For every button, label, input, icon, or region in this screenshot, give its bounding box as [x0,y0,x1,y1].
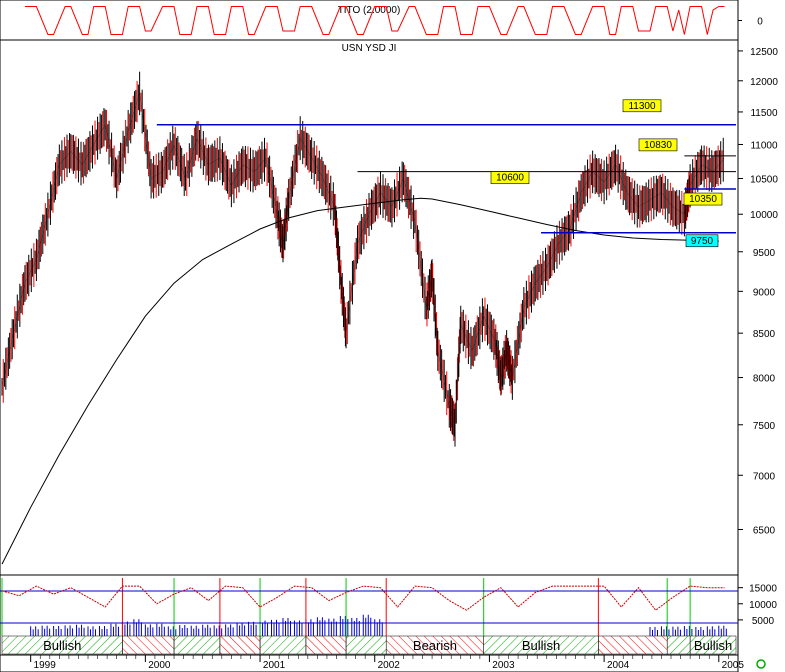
reference-label-box [683,192,723,206]
price-y-tick-label: 9000 [753,287,776,298]
top-indicator-line-0 [24,6,725,35]
reference-label-box [638,138,678,152]
price-y-tick-label: 10000 [750,210,778,221]
oscillator-series [1,585,725,611]
regime-bull [345,635,387,655]
regime-bull [173,635,221,655]
regime-bull [259,635,307,655]
regime-label: Bullish [694,638,732,653]
reference-label-9750: 9750 [691,236,714,247]
top-indicator-title: TITO (2.0000) [338,5,401,16]
regime-label: Bearish [413,638,457,653]
x-tick-label: 1999 [34,660,57,671]
regime-label: Bullish [522,638,560,653]
bottom-y-tick-label: 10000 [749,600,777,611]
regime-bear [598,635,668,655]
price-bars [1,71,724,447]
x-tick-label: 2005 [722,660,745,671]
price-y-tick-label: 7500 [753,421,776,432]
price-y-tick-label: 6500 [753,525,776,536]
regime-bear [305,635,347,655]
reference-label-box [685,234,719,248]
price-panel-title: USN YSD JI [342,43,397,54]
reference-label-10350: 10350 [689,194,717,205]
top-indicator-series [24,6,725,35]
top-indicator-y-axis: 0 [738,17,763,28]
regime-bear [122,635,175,655]
price-y-tick-label: 10500 [750,175,778,186]
x-tick-label: 2001 [263,660,286,671]
oscillator-line [1,585,725,611]
x-tick-label: 2002 [378,660,401,671]
bottom-y-tick-label: 15000 [749,584,777,595]
reference-label-box [490,171,530,184]
reference-label-10600: 10600 [496,173,524,184]
reference-label-box [622,99,662,113]
x-tick-label: 2003 [492,660,515,671]
signal-markers [1,578,691,636]
price-panel: USN YSD JI 11300 10600 10830 10350 9750 1250… [0,39,778,576]
reference-label-10830: 10830 [644,140,672,151]
price-y-tick-label: 12500 [750,47,778,58]
regime-bear [219,635,261,655]
price-y-tick-label: 9500 [753,248,776,259]
x-axis: 1999 2000 2001 2002 2003 2004 2005 [0,654,745,672]
green-circle-icon[interactable] [756,659,766,669]
volume-bars [30,614,727,636]
price-y-tick-label: 8000 [753,374,776,385]
bottom-indicator-y-axis: 15000 10000 5000 [738,584,777,627]
top-y-tick-label: 0 [757,17,763,28]
reference-lines: 11300 10600 10830 10350 9750 [156,99,736,248]
regime-band: Bullish Bearish Bullish Bullish [1,635,737,655]
price-y-tick-label: 11500 [750,108,778,119]
top-indicator-panel: TITO (2.0000) 0 [0,0,763,41]
price-y-tick-label: 8500 [753,329,776,340]
regime-bull [689,635,737,655]
bottom-y-tick-label: 5000 [752,616,775,627]
price-y-tick-label: 7000 [753,471,776,482]
reference-label-11300: 11300 [628,101,656,112]
bottom-indicator-panel: Bullish Bearish Bullish Bullish 15000 10000 5… [0,574,777,656]
price-y-tick-label: 12000 [750,77,778,88]
regime-bull [666,635,691,655]
x-tick-label: 2000 [148,660,171,671]
price-y-tick-label: 11000 [750,140,778,151]
x-tick-label: 2004 [607,660,630,671]
price-y-axis: 12500 12000 11500 11000 10500 10000 9500 9000 85… [738,47,778,536]
regime-label: Bullish [43,638,81,653]
